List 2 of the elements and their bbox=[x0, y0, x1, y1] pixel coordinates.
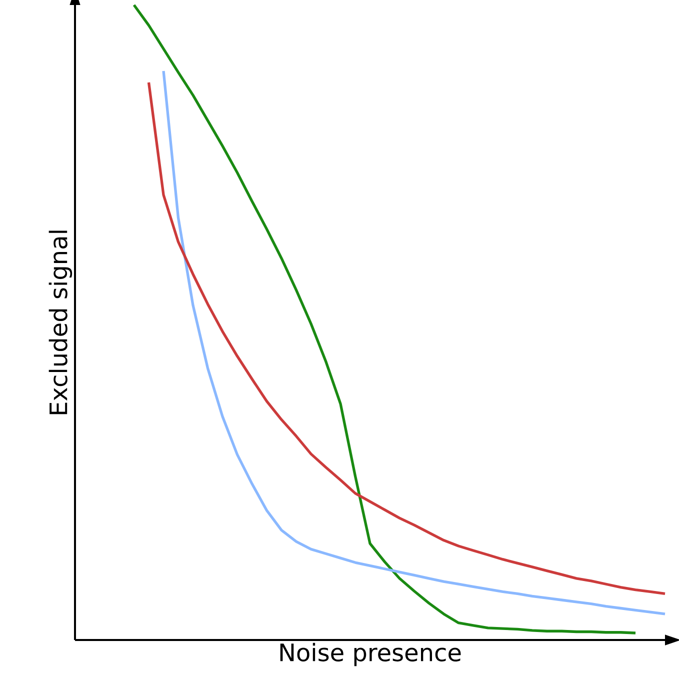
x-axis-title: Noise presence bbox=[280, 642, 461, 666]
y-axis-title: Excluded signal bbox=[48, 230, 72, 414]
